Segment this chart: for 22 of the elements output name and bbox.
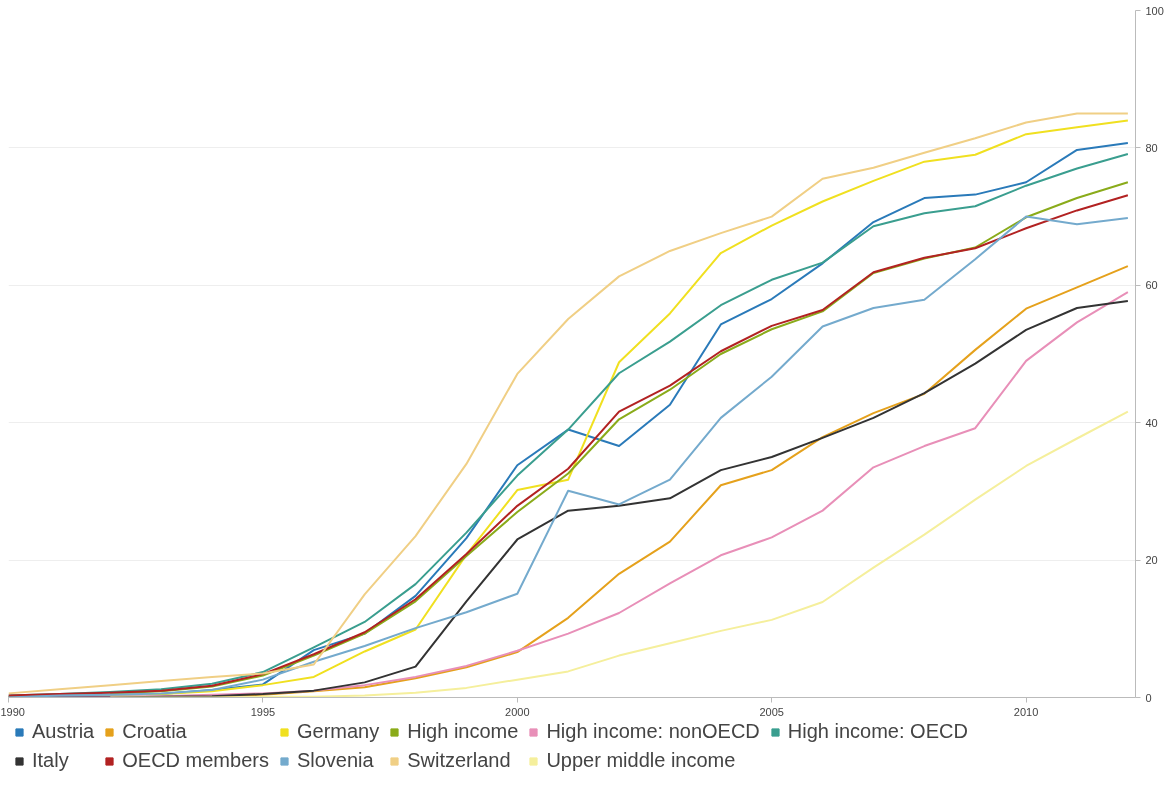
legend-label: OECD members — [122, 749, 269, 772]
x-tick-label: 1990 — [0, 705, 25, 718]
x-tick-label: 2010 — [1013, 705, 1039, 718]
y-tick-label: 60 — [1145, 279, 1158, 292]
legend-label: Switzerland — [407, 749, 511, 772]
legend-label: Austria — [32, 720, 95, 743]
legend-label: High income — [407, 720, 519, 743]
legend-label: High income: OECD — [787, 720, 968, 743]
legend-label: Croatia — [122, 720, 187, 743]
y-tick-label: 20 — [1145, 554, 1158, 567]
y-tick-label: 100 — [1145, 4, 1164, 17]
x-tick-label: 2005 — [759, 705, 784, 718]
y-tick-label: 80 — [1145, 141, 1158, 154]
x-tick-label: 1995 — [250, 705, 276, 718]
legend-label: Upper middle income — [546, 749, 736, 772]
x-tick-label: 2000 — [505, 705, 530, 718]
legend-label: High income: nonOECD — [546, 720, 760, 743]
y-tick-label: 0 — [1145, 691, 1152, 704]
legend-label: Germany — [296, 720, 380, 743]
y-tick-label: 40 — [1145, 416, 1158, 429]
legend-label: Slovenia — [296, 749, 374, 772]
legend-label: Italy — [32, 749, 69, 772]
